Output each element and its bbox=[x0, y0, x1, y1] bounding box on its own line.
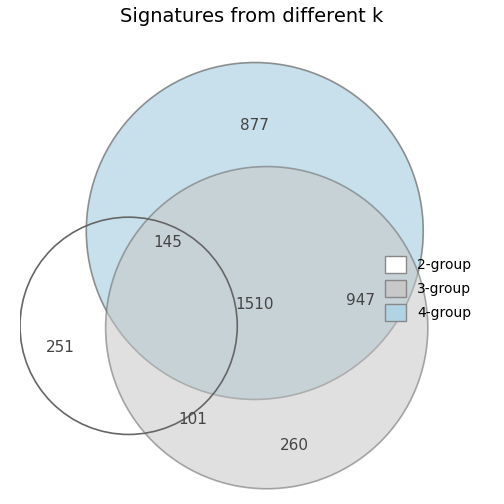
Text: 947: 947 bbox=[346, 292, 375, 307]
Legend: 2-group, 3-group, 4-group: 2-group, 3-group, 4-group bbox=[380, 250, 477, 326]
Text: 877: 877 bbox=[240, 117, 269, 133]
Title: Signatures from different k: Signatures from different k bbox=[120, 7, 384, 26]
Circle shape bbox=[86, 62, 423, 400]
Text: 260: 260 bbox=[280, 438, 309, 453]
Text: 145: 145 bbox=[153, 235, 182, 250]
Text: 251: 251 bbox=[46, 340, 75, 355]
Text: 1510: 1510 bbox=[235, 297, 274, 312]
Text: 101: 101 bbox=[178, 412, 208, 427]
Circle shape bbox=[106, 166, 428, 489]
